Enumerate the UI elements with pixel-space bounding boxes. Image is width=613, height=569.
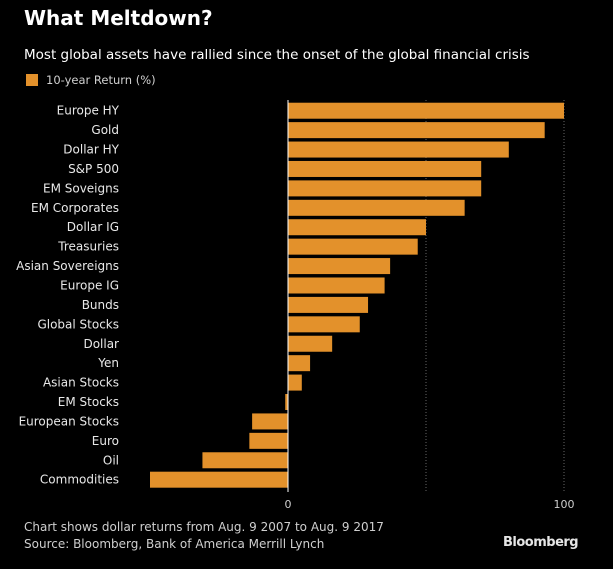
chart-title: What Meltdown? xyxy=(24,6,213,30)
category-label: Dollar HY xyxy=(63,143,119,157)
bar-chart: Europe HY Gold Dollar HY S&P 500 EM Soveigns… xyxy=(16,100,575,511)
category-label: Asian Stocks xyxy=(43,376,119,390)
legend-label: 10-year Return (%) xyxy=(46,73,156,87)
bar xyxy=(288,238,418,255)
bar xyxy=(288,374,302,391)
category-label: EM Corporates xyxy=(31,201,119,215)
chart-subtitle: Most global assets have rallied since th… xyxy=(24,47,530,63)
category-label: Dollar IG xyxy=(67,220,119,234)
category-label: Treasuries xyxy=(57,240,119,254)
bar xyxy=(288,160,482,177)
category-label: Dollar xyxy=(83,337,119,351)
category-label: Yen xyxy=(97,356,119,370)
category-label: Europe IG xyxy=(60,278,119,292)
legend: 10-year Return (%) xyxy=(26,72,156,88)
bar xyxy=(202,452,288,469)
bar xyxy=(288,296,369,313)
bar xyxy=(288,199,465,216)
bar xyxy=(288,219,426,236)
bar xyxy=(252,413,288,430)
bar xyxy=(288,355,311,372)
source-note: Source: Bloomberg, Bank of America Merri… xyxy=(24,537,325,551)
x-tick-label: 0 xyxy=(285,498,292,511)
category-label: Europe HY xyxy=(57,104,120,118)
bar xyxy=(288,335,333,352)
bar xyxy=(249,432,288,449)
category-label: S&P 500 xyxy=(68,162,119,176)
category-label: Bunds xyxy=(82,298,119,312)
bar xyxy=(288,277,385,294)
category-label: Global Stocks xyxy=(37,317,119,331)
category-label: European Stocks xyxy=(19,414,119,428)
x-tick-label: 100 xyxy=(554,498,575,511)
category-label: Asian Sovereigns xyxy=(16,259,119,273)
bar xyxy=(150,471,288,488)
bar xyxy=(288,102,564,119)
bar xyxy=(288,122,545,139)
category-label: EM Soveigns xyxy=(43,181,119,195)
legend-swatch xyxy=(26,74,38,86)
bar xyxy=(288,141,509,158)
bar xyxy=(288,316,360,333)
bloomberg-logo: Bloomberg xyxy=(503,535,579,550)
category-label: Oil xyxy=(103,453,119,467)
category-label: EM Stocks xyxy=(58,395,119,409)
category-label: Euro xyxy=(92,434,119,448)
bar xyxy=(288,180,482,197)
bar xyxy=(285,394,288,411)
bar xyxy=(288,258,391,275)
category-label: Commodities xyxy=(40,473,119,487)
category-label: Gold xyxy=(91,123,119,137)
footnote: Chart shows dollar returns from Aug. 9 2… xyxy=(24,520,384,534)
